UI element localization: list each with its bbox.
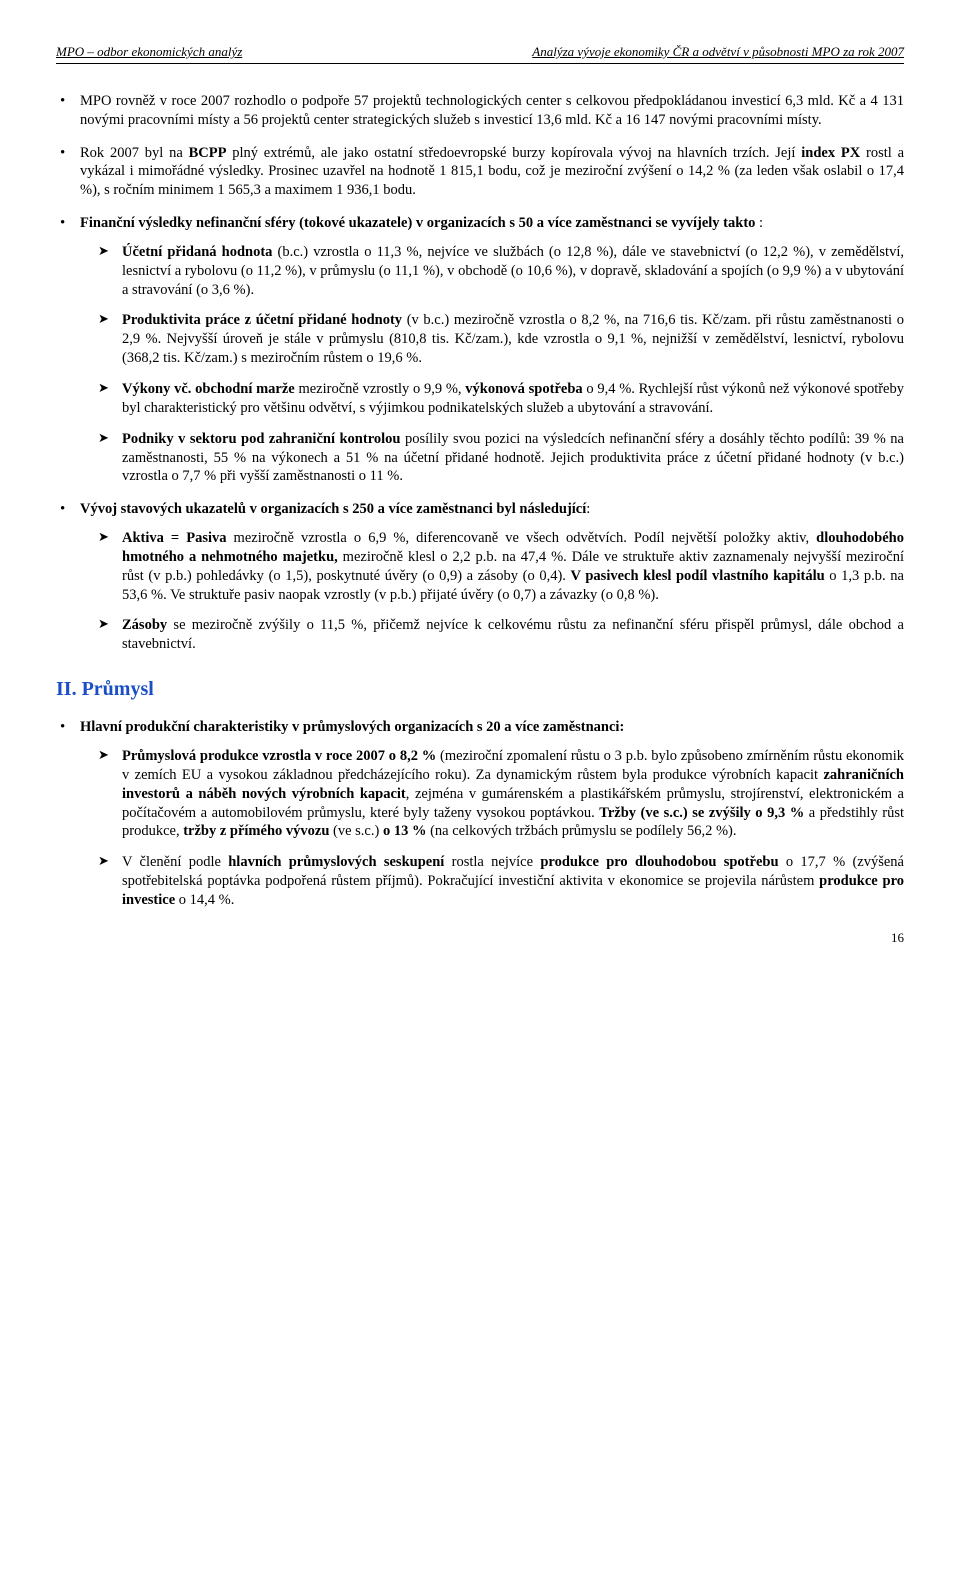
text: : <box>755 215 763 231</box>
bullet-produkce-charakteristiky: Hlavní produkční charakteristiky v průmy… <box>56 718 904 910</box>
section-heading-prumysl: II. Průmysl <box>56 676 904 702</box>
sub-list: Účetní přidaná hodnota (b.c.) vzrostla o… <box>80 243 904 486</box>
prumysl-bullet-list: Hlavní produkční charakteristiky v průmy… <box>56 718 904 910</box>
text: (ve s.c.) <box>329 823 383 839</box>
text-bold: o 13 % <box>383 823 427 839</box>
sub-ucetni-pridana-hodnota: Účetní přidaná hodnota (b.c.) vzrostla o… <box>98 243 904 300</box>
text-bold: Finanční výsledky nefinanční sféry (toko… <box>80 215 755 231</box>
text: plný extrémů, ale jako ostatní středoevr… <box>226 145 801 161</box>
text-bold: index PX <box>801 145 860 161</box>
text: (na celkových tržbách průmyslu se podíle… <box>426 823 736 839</box>
sub-zasoby: Zásoby se meziročně zvýšily o 11,5 %, př… <box>98 616 904 654</box>
text-bold: produkce pro dlouhodobou spotřebu <box>540 854 778 870</box>
text: V členění podle <box>122 854 228 870</box>
text-bold: Účetní přidaná hodnota <box>122 244 272 260</box>
sub-list: Aktiva = Pasiva meziročně vzrostla o 6,9… <box>80 529 904 654</box>
text: rostla nejvíce <box>444 854 540 870</box>
sub-produktivita-prace: Produktivita práce z účetní přidané hodn… <box>98 311 904 368</box>
text-bold: výkonová spotřeba <box>465 381 582 397</box>
bullet-financni-vysledky: Finanční výsledky nefinanční sféry (toko… <box>56 214 904 486</box>
text-bold: V pasivech klesl podíl vlastního kapitál… <box>571 568 825 584</box>
text-bold: Průmyslová produkce vzrostla v roce 2007… <box>122 748 436 764</box>
text-bold: Aktiva = Pasiva <box>122 530 227 546</box>
text-bold: Vývoj stavových ukazatelů v organizacích… <box>80 501 586 517</box>
sub-hlavni-seskupeni: V členění podle hlavních průmyslových se… <box>98 853 904 910</box>
text-bold: Produktivita práce z účetní přidané hodn… <box>122 312 402 328</box>
text-bold: Výkony vč. obchodní marže <box>122 381 295 397</box>
sub-list: Průmyslová produkce vzrostla v roce 2007… <box>80 747 904 910</box>
bullet-mpo-projekty: MPO rovněž v roce 2007 rozhodlo o podpoř… <box>56 92 904 130</box>
text-bold: Hlavní produkční charakteristiky v průmy… <box>80 719 624 735</box>
header-left: MPO – odbor ekonomických analýz <box>56 44 242 61</box>
text-bold: Zásoby <box>122 617 167 633</box>
text: meziročně vzrostla o 6,9 %, diferencovan… <box>227 530 817 546</box>
text-bold: Podniky v sektoru pod zahraniční kontrol… <box>122 431 400 447</box>
text: : <box>586 501 590 517</box>
bullet-bcpp: Rok 2007 byl na BCPP plný extrémů, ale j… <box>56 144 904 201</box>
text-bold: Tržby (ve s.c.) se zvýšily o 9,3 % <box>599 805 804 821</box>
header-right: Analýza vývoje ekonomiky ČR a odvětví v … <box>532 44 904 61</box>
main-bullet-list: MPO rovněž v roce 2007 rozhodlo o podpoř… <box>56 92 904 654</box>
text: Rok 2007 byl na <box>80 145 189 161</box>
text: se meziročně zvýšily o 11,5 %, přičemž n… <box>122 617 904 652</box>
sub-aktiva-pasiva: Aktiva = Pasiva meziročně vzrostla o 6,9… <box>98 529 904 604</box>
text: meziročně vzrostly o 9,9 %, <box>295 381 466 397</box>
page-number: 16 <box>56 930 904 947</box>
text: o 14,4 %. <box>175 892 234 908</box>
bullet-stavove-ukazatele: Vývoj stavových ukazatelů v organizacích… <box>56 500 904 654</box>
sub-prumyslova-produkce: Průmyslová produkce vzrostla v roce 2007… <box>98 747 904 841</box>
text-bold: BCPP <box>189 145 227 161</box>
text-bold: tržby z přímého vývozu <box>183 823 329 839</box>
text: MPO rovněž v roce 2007 rozhodlo o podpoř… <box>80 93 904 128</box>
text-bold: hlavních průmyslových seskupení <box>228 854 444 870</box>
page-header: MPO – odbor ekonomických analýz Analýza … <box>56 44 904 64</box>
sub-zahranicni-kontrola: Podniky v sektoru pod zahraniční kontrol… <box>98 430 904 487</box>
sub-vykony: Výkony vč. obchodní marže meziročně vzro… <box>98 380 904 418</box>
